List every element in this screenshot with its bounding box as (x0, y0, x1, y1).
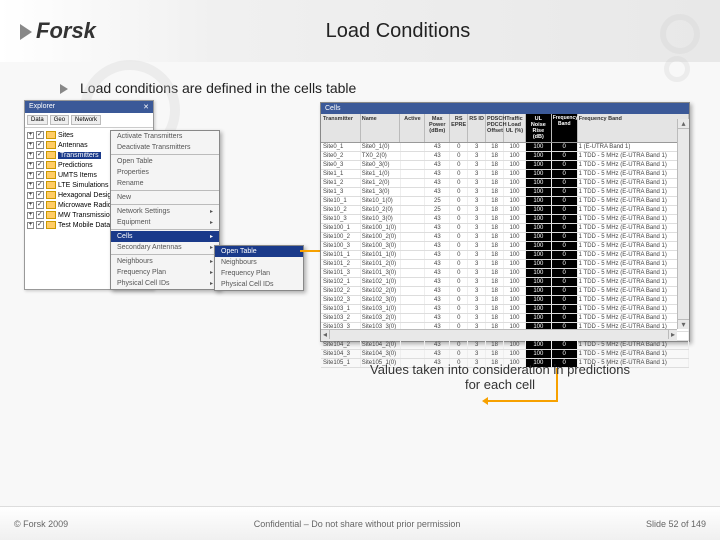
menu-item[interactable]: New (111, 192, 219, 203)
menu-item[interactable]: Open Table (111, 156, 219, 167)
submenu-open-table[interactable]: Open Table (215, 246, 303, 257)
table-row[interactable]: Site10_3Site10_3(0)43031810010001 TDD - … (321, 215, 689, 224)
table-row[interactable]: Site0_1Site0_1(0)43031810010001 (E-UTRA … (321, 143, 689, 152)
connector-arrow (488, 400, 558, 402)
table-row[interactable]: Site0_2TX0_2(0)43031810010001 TDD - 5 MH… (321, 152, 689, 161)
table-row[interactable]: Site1_1Site1_1(0)43031810010001 TDD - 5 … (321, 170, 689, 179)
slide-title: Load Conditions (96, 20, 700, 43)
menu-item[interactable]: Rename (111, 178, 219, 189)
cells-submenu: Open Table Neighbours Frequency Plan Phy… (214, 245, 304, 291)
table-row[interactable]: Site102_1Site102_1(0)43031810010001 TDD … (321, 278, 689, 287)
decor-circle (660, 14, 700, 54)
table-row[interactable]: Site1_2Site1_2(0)43031810010001 TDD - 5 … (321, 179, 689, 188)
menu-item[interactable]: Cells (111, 231, 219, 242)
explorer-tabs: Data Geo Network (25, 113, 153, 128)
table-row[interactable]: Site101_3Site101_3(0)43031810010001 TDD … (321, 269, 689, 278)
tab-network[interactable]: Network (71, 115, 101, 125)
explorer-titlebar: Explorer ✕ (25, 101, 153, 113)
menu-item[interactable]: Frequency Plan (111, 267, 219, 278)
table-row[interactable]: Site104_3Site104_3(0)43031810010001 TDD … (321, 350, 689, 359)
menu-item[interactable]: Network Settings (111, 206, 219, 217)
menu-item[interactable]: Properties (111, 167, 219, 178)
menu-item[interactable]: Neighbours (111, 256, 219, 267)
table-row[interactable]: Site100_3Site100_3(0)43031810010001 TDD … (321, 242, 689, 251)
submenu-physical-cell-ids[interactable]: Physical Cell IDs (215, 279, 303, 290)
decor-circle (664, 56, 690, 82)
scrollbar-horizontal[interactable] (321, 329, 677, 341)
tab-data[interactable]: Data (27, 115, 48, 125)
grid-header: Transmitter Name Active Max Power (dBm) … (321, 114, 689, 143)
context-menu: Activate TransmittersDeactivate Transmit… (110, 130, 220, 290)
table-row[interactable]: Site103_2Site103_2(0)43031810010001 TDD … (321, 314, 689, 323)
menu-item[interactable]: Activate Transmitters (111, 131, 219, 142)
menu-item[interactable]: Deactivate Transmitters (111, 142, 219, 153)
table-row[interactable]: Site1_3Site1_3(0)43031810010001 TDD - 5 … (321, 188, 689, 197)
bullet-icon (60, 84, 68, 94)
connector-arrow (300, 250, 320, 252)
table-row[interactable]: Site100_2Site100_2(0)43031810010001 TDD … (321, 233, 689, 242)
table-row[interactable]: Site103_1Site103_1(0)43031810010001 TDD … (321, 305, 689, 314)
slide-header: Forsk Load Conditions (0, 0, 720, 62)
footer-left: © Forsk 2009 (14, 519, 68, 529)
table-row[interactable]: Site101_1Site101_1(0)43031810010001 TDD … (321, 251, 689, 260)
table-row[interactable]: Site10_2Site10_2(0)25031810010001 TDD - … (321, 206, 689, 215)
caption-text: Values taken into consideration in predi… (370, 362, 630, 392)
diagram-stage: Explorer ✕ Data Geo Network +Sites+Anten… (0, 100, 720, 420)
table-row[interactable]: Site102_3Site102_3(0)43031810010001 TDD … (321, 296, 689, 305)
table-row[interactable]: Site10_1Site10_1(0)25031810010001 TDD - … (321, 197, 689, 206)
table-row[interactable]: Site102_2Site102_2(0)43031810010001 TDD … (321, 287, 689, 296)
submenu-neighbours[interactable]: Neighbours (215, 257, 303, 268)
logo: Forsk (20, 18, 96, 44)
menu-item[interactable]: Secondary Antennas (111, 242, 219, 253)
menu-item[interactable]: Equipment (111, 217, 219, 228)
scrollbar-vertical[interactable] (677, 119, 689, 329)
submenu-frequency-plan[interactable]: Frequency Plan (215, 268, 303, 279)
cells-window: Cells Transmitter Name Active Max Power … (320, 102, 690, 342)
table-row[interactable]: Site100_1Site100_1(0)43031810010001 TDD … (321, 224, 689, 233)
tab-geo[interactable]: Geo (50, 115, 69, 125)
menu-item[interactable]: Physical Cell IDs (111, 278, 219, 289)
table-row[interactable]: Site101_2Site101_2(0)43031810010001 TDD … (321, 260, 689, 269)
table-row[interactable]: Site0_3Site0_3(0)43031810010001 TDD - 5 … (321, 161, 689, 170)
footer-right: Slide 52 of 149 (646, 519, 706, 529)
footer-mid: Confidential – Do not share without prio… (254, 519, 461, 529)
table-row[interactable]: Site104_2Site104_2(0)43031810010001 TDD … (321, 341, 689, 350)
cells-titlebar: Cells (321, 103, 689, 114)
footer: © Forsk 2009 Confidential – Do not share… (0, 506, 720, 540)
close-icon[interactable]: ✕ (143, 103, 149, 111)
